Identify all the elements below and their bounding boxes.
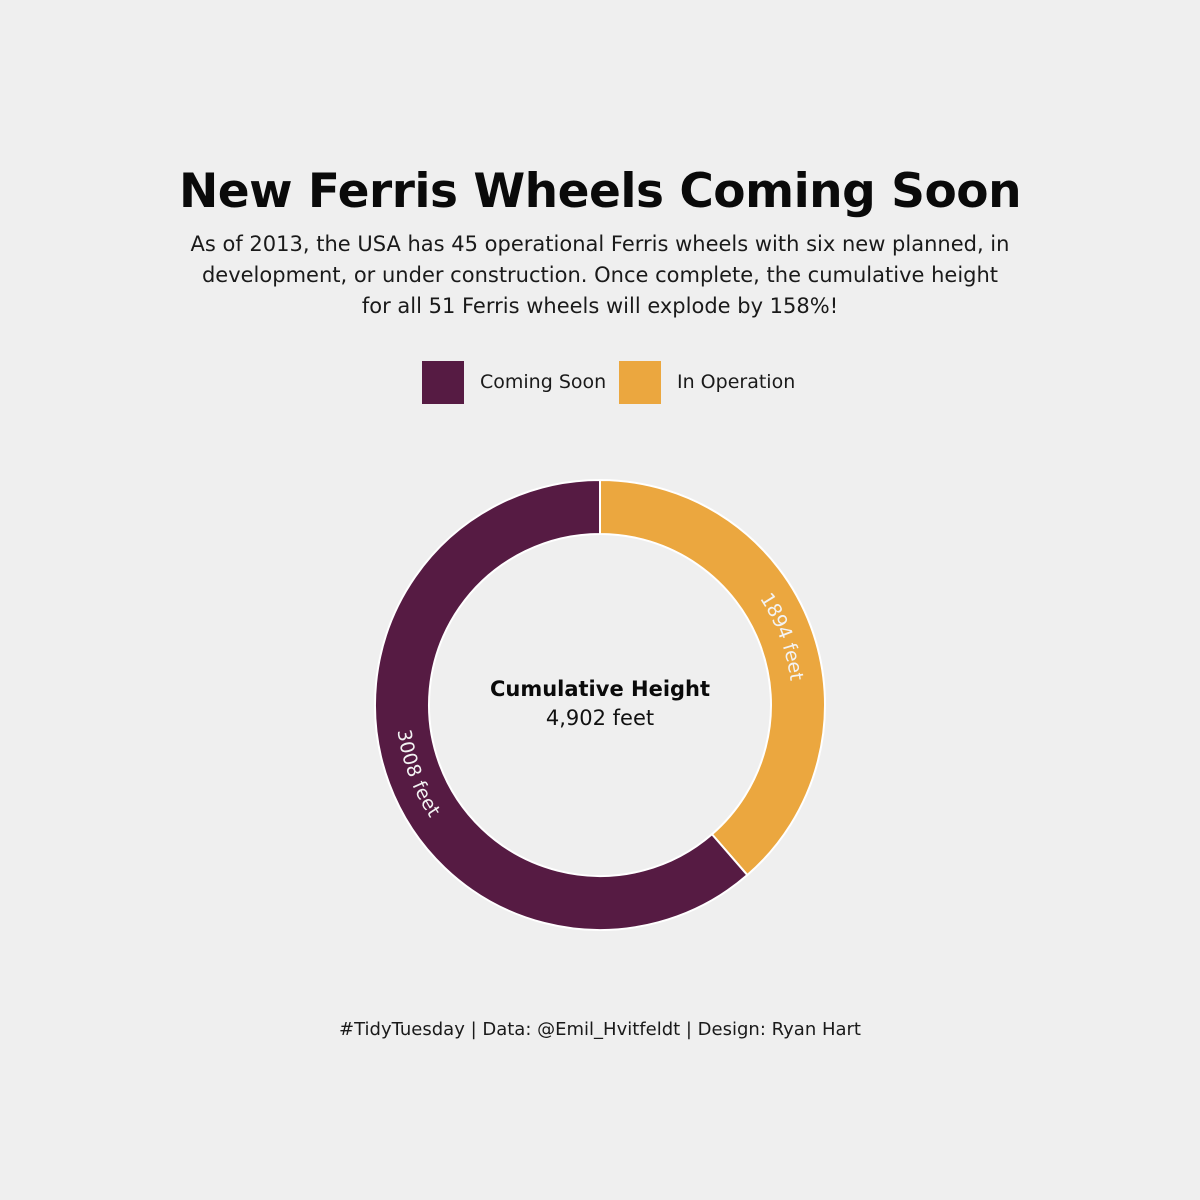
donut-slices [374,478,826,931]
center-heading: Cumulative Height [490,677,710,701]
legend-swatch-coming-soon [422,361,464,404]
legend: Coming Soon In Operation [0,361,1200,404]
slice-in-operation [599,478,826,877]
center-value: 4,902 feet [546,706,654,730]
legend-swatch-in-operation [619,361,661,404]
chart-title: New Ferris Wheels Coming Soon [178,164,1022,219]
legend-label-coming-soon: Coming Soon [480,371,607,393]
chart-subtitle: As of 2013, the USA has 45 operational F… [190,232,1010,318]
slice-coming-soon [374,478,749,931]
legend-label-in-operation: In Operation [677,371,796,393]
caption: #TidyTuesday | Data: @Emil_Hvitfeldt | D… [339,1019,861,1040]
